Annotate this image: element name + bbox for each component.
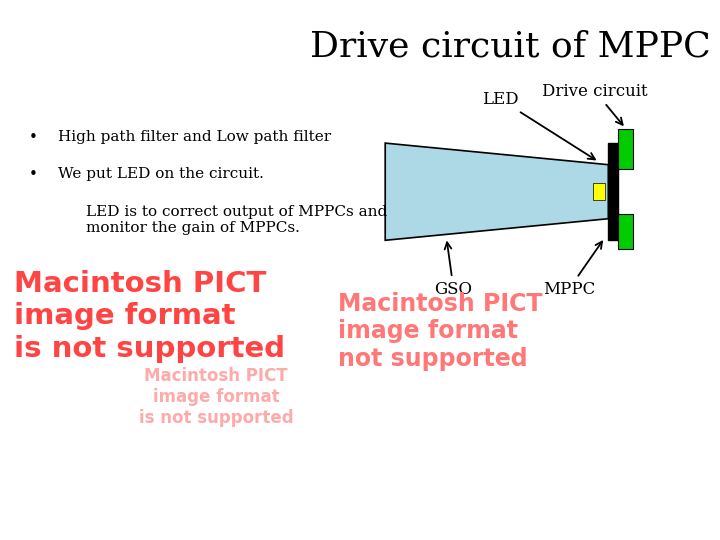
Text: Macintosh PICT
image format
is not supported: Macintosh PICT image format is not suppo… — [14, 270, 286, 363]
Polygon shape — [385, 143, 608, 240]
Bar — [593, 183, 605, 200]
Text: GSO: GSO — [435, 242, 472, 298]
Bar — [618, 129, 633, 169]
Text: MPPC: MPPC — [543, 241, 602, 298]
Text: LED is to correct output of MPPCs and
monitor the gain of MPPCs.: LED is to correct output of MPPCs and mo… — [86, 205, 387, 235]
Text: LED: LED — [482, 91, 595, 159]
Bar — [608, 143, 618, 240]
Text: Macintosh PICT
image format
is not supported: Macintosh PICT image format is not suppo… — [139, 367, 293, 427]
Text: •: • — [29, 130, 37, 145]
Text: Macintosh PICT
image format
not supported: Macintosh PICT image format not supporte… — [338, 292, 543, 371]
Text: We put LED on the circuit.: We put LED on the circuit. — [58, 167, 264, 181]
Text: Drive circuit: Drive circuit — [542, 83, 648, 125]
Text: •: • — [29, 167, 37, 183]
Bar — [618, 214, 633, 249]
Text: Drive circuit of MPPC: Drive circuit of MPPC — [310, 30, 711, 64]
Text: High path filter and Low path filter: High path filter and Low path filter — [58, 130, 330, 144]
